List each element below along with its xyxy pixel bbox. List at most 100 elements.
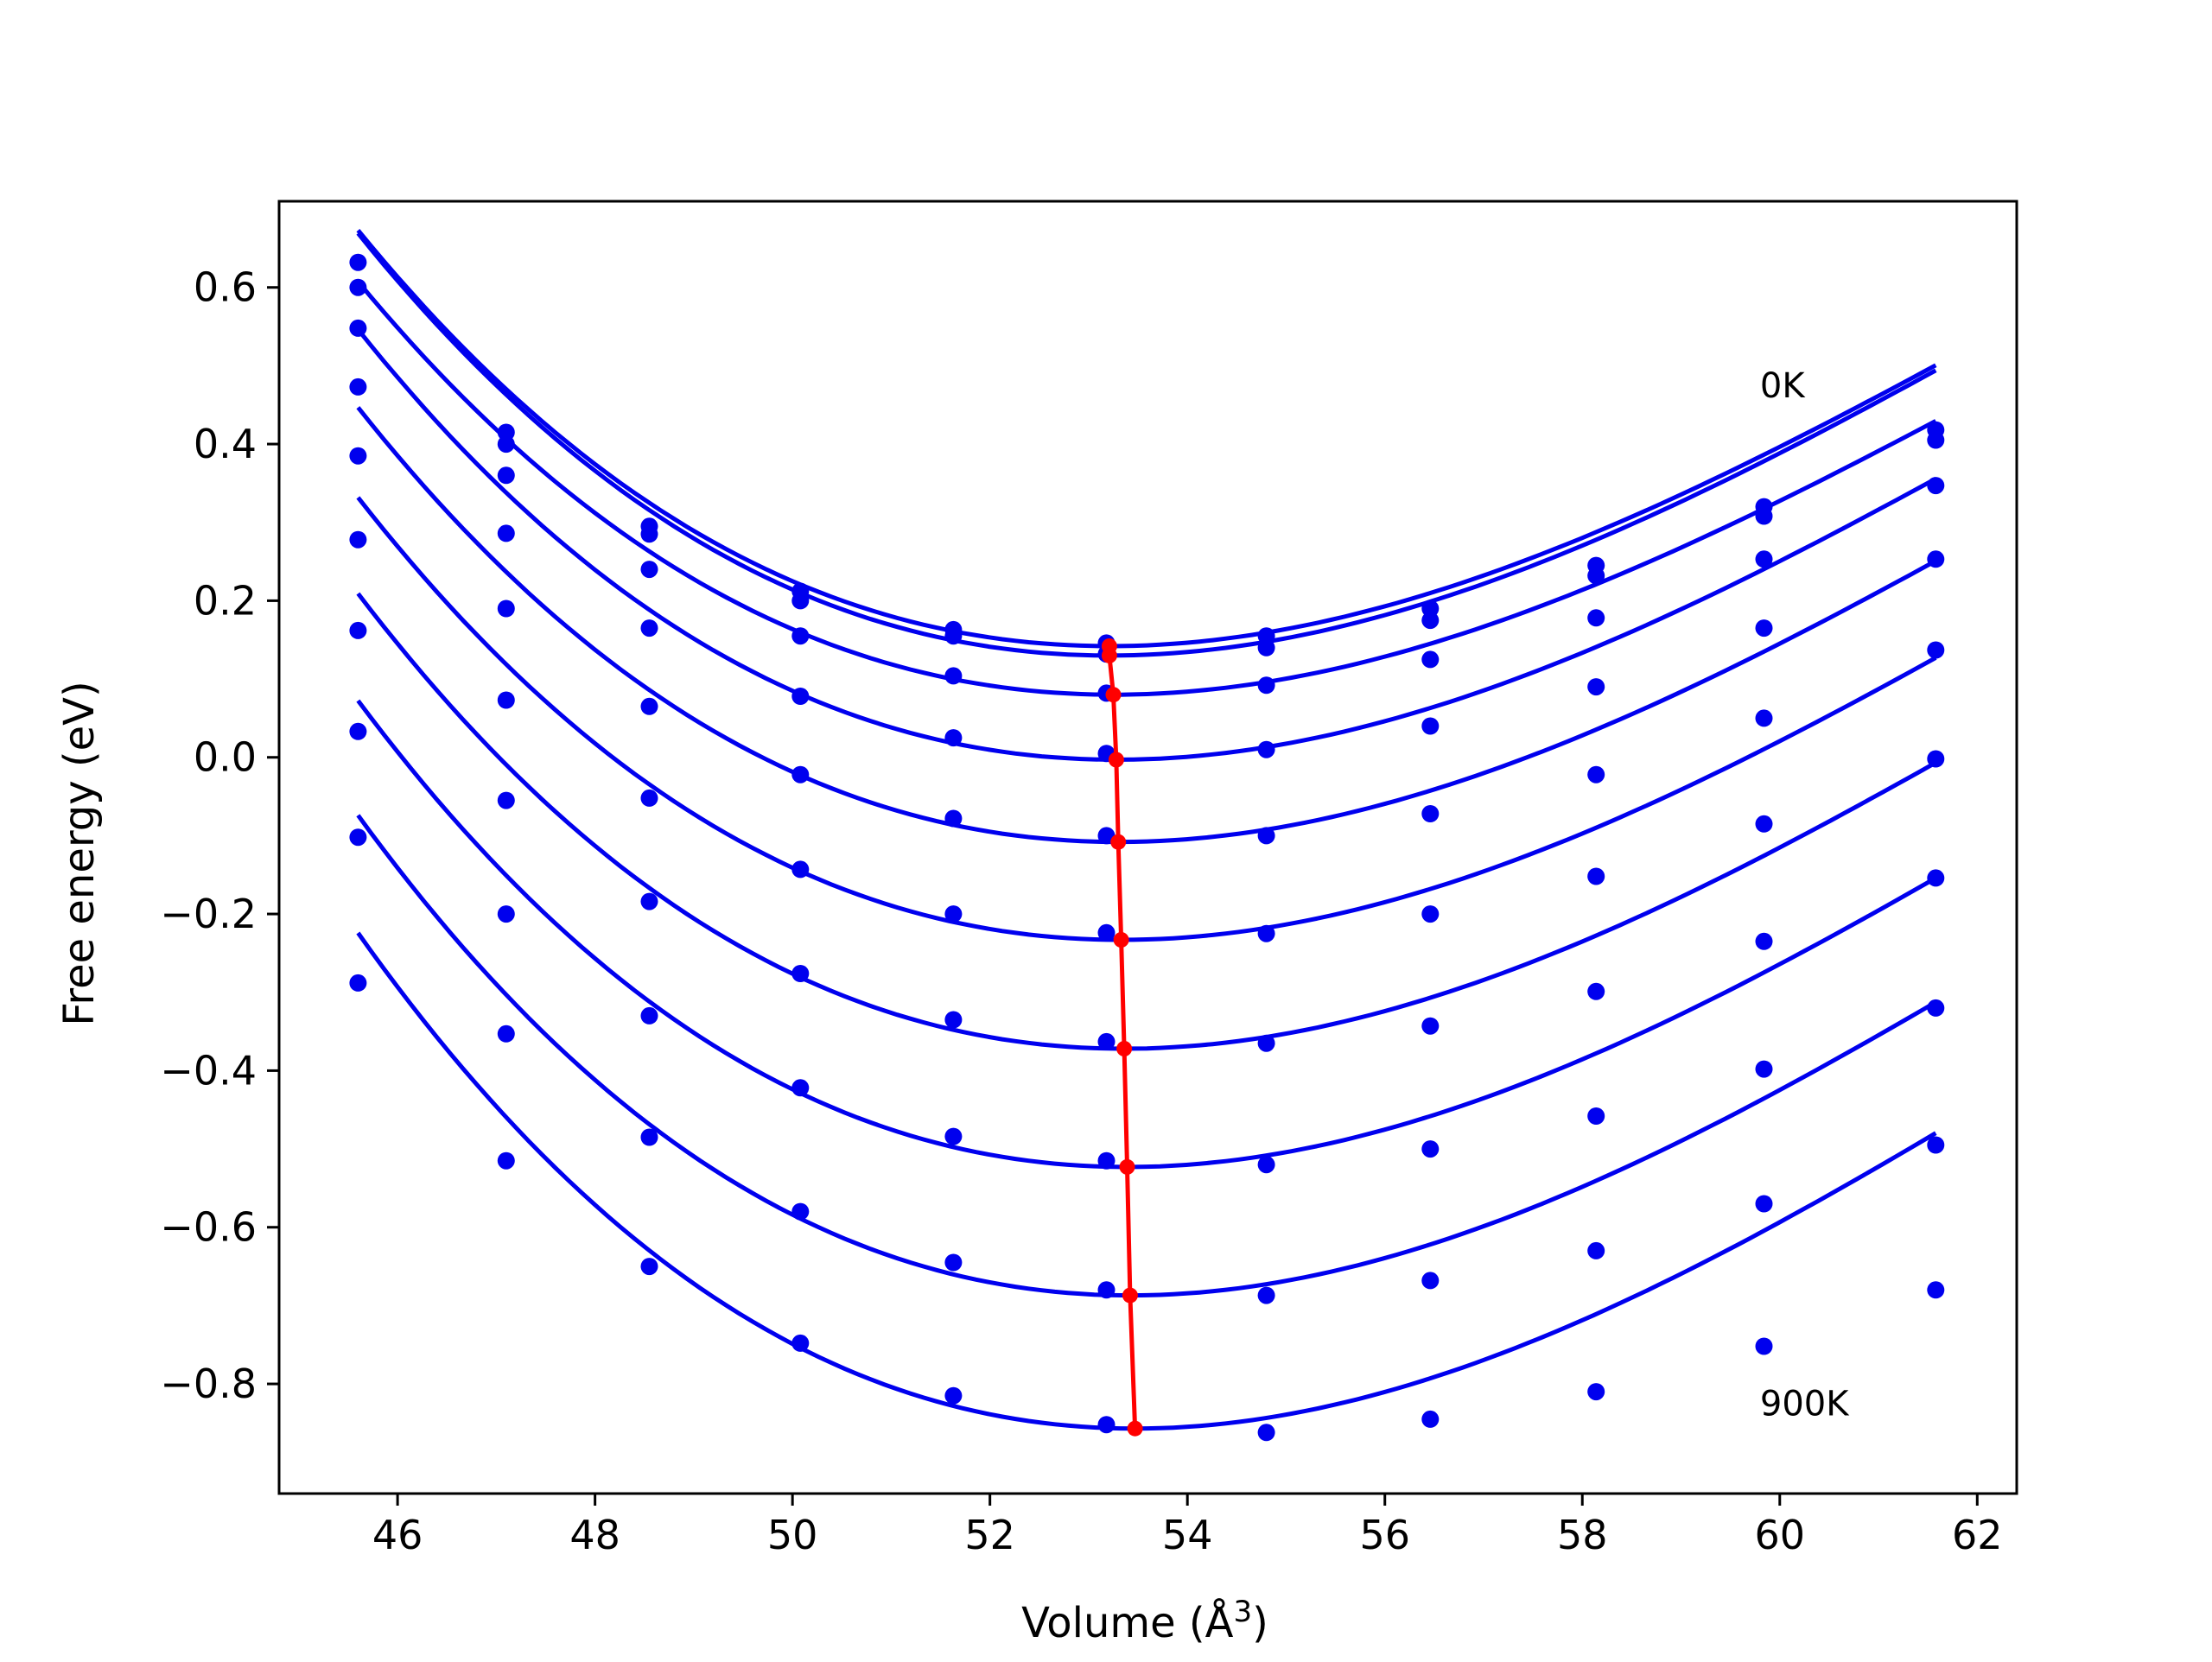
- data-point-2-9: [1587, 567, 1605, 585]
- data-point-6-5: [944, 905, 963, 923]
- data-point-2-2: [497, 435, 515, 454]
- fit-curve-6: [356, 496, 1937, 942]
- data-point-7-3: [640, 892, 658, 910]
- data-point-2-1: [349, 278, 367, 296]
- data-point-7-6: [1097, 1032, 1116, 1050]
- x-tick-label-62: 62: [1952, 1512, 2003, 1558]
- y-tick-label--0.2: −0.2: [160, 891, 257, 937]
- data-point-6-9: [1587, 867, 1605, 885]
- data-point-5-7: [1257, 827, 1275, 845]
- data-point-10-3: [640, 1258, 658, 1276]
- data-point-8-4: [791, 1079, 810, 1097]
- data-point-7-10: [1755, 932, 1773, 950]
- x-axis-label-close: ): [1252, 1599, 1268, 1647]
- minimum-point-2: [1101, 647, 1117, 663]
- data-point-8-8: [1421, 1140, 1440, 1158]
- data-point-2-10: [1755, 507, 1773, 525]
- data-point-9-2: [497, 1024, 515, 1043]
- x-tick-label-54: 54: [1162, 1512, 1213, 1558]
- data-point-5-11: [1927, 641, 1945, 659]
- data-point-1-1: [349, 253, 367, 271]
- data-point-4-9: [1587, 678, 1605, 696]
- data-point-5-3: [640, 697, 658, 715]
- data-point-10-11: [1927, 1281, 1945, 1299]
- x-tick-label-56: 56: [1359, 1512, 1410, 1558]
- data-point-4-3: [640, 619, 658, 638]
- data-point-3-7: [1257, 676, 1275, 695]
- data-point-6-6: [1097, 923, 1116, 942]
- data-point-8-7: [1257, 1156, 1275, 1174]
- data-point-8-3: [640, 1006, 658, 1024]
- minimum-volume-line: [1101, 638, 1143, 1437]
- data-point-4-4: [791, 688, 810, 705]
- annotation-1: 0K: [1760, 366, 1806, 406]
- data-point-9-3: [640, 1128, 658, 1146]
- data-point-3-4: [791, 627, 810, 645]
- fit-curve-9: [356, 814, 1937, 1298]
- data-point-4-5: [944, 729, 963, 747]
- data-point-9-9: [1587, 1241, 1605, 1259]
- data-point-2-7: [1257, 638, 1275, 657]
- data-point-9-1: [349, 828, 367, 847]
- data-point-6-7: [1257, 924, 1275, 942]
- data-point-2-5: [944, 627, 963, 645]
- minimum-point-3: [1105, 687, 1122, 703]
- data-point-6-11: [1927, 750, 1945, 768]
- data-point-5-8: [1421, 805, 1440, 822]
- data-point-10-5: [944, 1386, 963, 1405]
- x-tick-label-50: 50: [767, 1512, 818, 1558]
- minimum-point-8: [1119, 1158, 1135, 1175]
- data-point-2-11: [1927, 431, 1945, 449]
- data-point-9-4: [791, 1202, 810, 1221]
- data-point-7-2: [497, 791, 515, 809]
- y-tick-label-0.2: 0.2: [194, 577, 257, 624]
- data-point-9-10: [1755, 1195, 1773, 1213]
- data-point-6-8: [1421, 905, 1440, 923]
- data-point-4-8: [1421, 717, 1440, 735]
- data-point-8-1: [349, 722, 367, 740]
- minimum-point-5: [1110, 834, 1127, 850]
- plot-frame: [277, 200, 2018, 1495]
- minimum-line-path: [1107, 646, 1138, 1429]
- x-tick-label-60: 60: [1754, 1512, 1805, 1558]
- y-axis-ticks: 0.6 0.4 0.2 0.0 −0.2 −0.4 −0.6 −0.8: [160, 264, 279, 1407]
- x-tick-label-46: 46: [372, 1512, 423, 1558]
- data-point-2-8: [1421, 612, 1440, 630]
- data-point-9-5: [944, 1253, 963, 1272]
- data-point-6-10: [1755, 815, 1773, 833]
- annotations: 0K 900K: [1760, 366, 1850, 1424]
- data-point-7-5: [944, 1011, 963, 1029]
- data-point-2-3: [640, 525, 658, 543]
- data-point-10-2: [497, 1151, 515, 1170]
- data-point-8-10: [1755, 1060, 1773, 1078]
- data-point-4-1: [349, 377, 367, 396]
- y-tick-label-0.4: 0.4: [194, 421, 257, 467]
- annotation-2: 900K: [1760, 1385, 1850, 1424]
- fit-curve-1: [356, 229, 1937, 649]
- data-point-8-6: [1097, 1151, 1116, 1170]
- data-point-4-7: [1257, 740, 1275, 758]
- data-point-6-4: [791, 860, 810, 879]
- data-point-6-2: [497, 691, 515, 709]
- data-point-5-9: [1587, 765, 1605, 783]
- data-point-7-11: [1927, 869, 1945, 887]
- x-axis-label-text: Volume (Å: [1021, 1598, 1234, 1647]
- data-point-9-11: [1927, 1136, 1945, 1154]
- fit-curve-7: [356, 592, 1937, 1051]
- data-point-7-7: [1257, 1034, 1275, 1052]
- y-tick-label-0: 0.0: [194, 734, 257, 781]
- data-point-10-4: [791, 1334, 810, 1352]
- data-point-2-4: [791, 592, 810, 610]
- data-point-6-3: [640, 789, 658, 807]
- x-tick-label-58: 58: [1557, 1512, 1608, 1558]
- data-point-6-1: [349, 530, 367, 549]
- data-point-9-8: [1421, 1272, 1440, 1290]
- fit-curve-5: [356, 406, 1937, 845]
- x-axis-label: Volume (Å3): [1021, 1595, 1268, 1647]
- minimum-point-9: [1122, 1287, 1138, 1304]
- data-point-8-5: [944, 1127, 963, 1145]
- y-tick-label-0.6: 0.6: [194, 264, 257, 311]
- data-point-3-8: [1421, 650, 1440, 669]
